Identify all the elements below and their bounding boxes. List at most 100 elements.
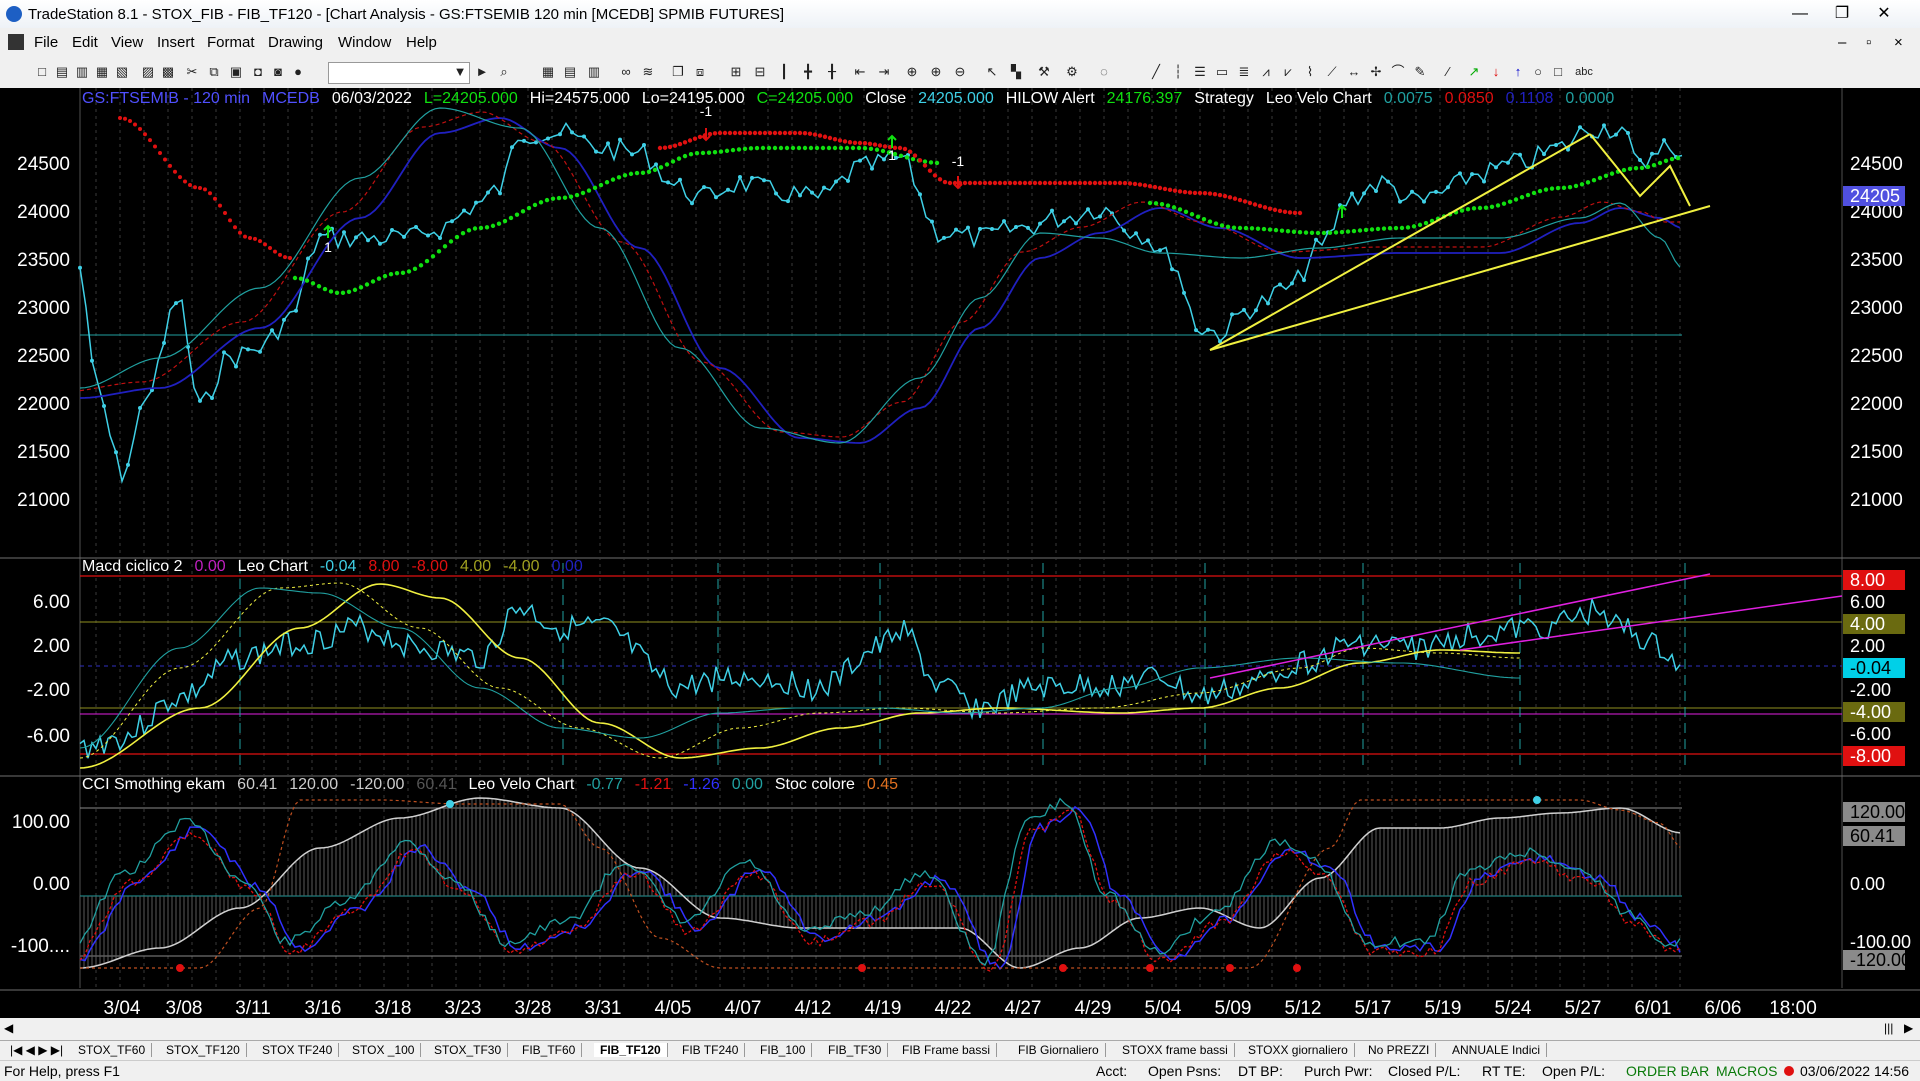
- tab-no-prezzi[interactable]: No PREZZI: [1362, 1043, 1437, 1057]
- bar-chart-icon[interactable]: ▦: [541, 64, 555, 79]
- window-tile-icon[interactable]: ⧈: [695, 64, 705, 79]
- wrench-icon[interactable]: ⚒: [1038, 64, 1050, 79]
- menu-format[interactable]: Format: [207, 34, 255, 51]
- arc-icon[interactable]: ⌒: [1391, 64, 1405, 79]
- menu-view[interactable]: View: [111, 34, 144, 51]
- vline-icon[interactable]: ┆: [1174, 64, 1182, 79]
- chart-tools-icon[interactable]: ●: [294, 64, 302, 79]
- paste-icon[interactable]: ▣: [229, 64, 243, 79]
- zoom-out-icon[interactable]: ⊖: [954, 64, 966, 79]
- candles-icon[interactable]: ┃: [780, 64, 788, 79]
- tab-fib-tf120[interactable]: FIB_TF120: [594, 1043, 668, 1057]
- mdi-restore-button[interactable]: ▫: [1866, 34, 1872, 51]
- window-cascade-icon[interactable]: ❐: [672, 64, 684, 79]
- data-window-icon[interactable]: ▚: [1011, 64, 1021, 79]
- pointer-icon[interactable]: ↖: [986, 64, 998, 79]
- menu-drawing[interactable]: Drawing: [268, 34, 324, 51]
- lookup-icon[interactable]: ⌕: [500, 64, 508, 79]
- order-bar-button[interactable]: ORDER BAR: [1626, 1063, 1710, 1079]
- matrix-icon[interactable]: ▥: [587, 64, 601, 79]
- tab-fib-frame-bassi[interactable]: FIB Frame bassi: [896, 1043, 998, 1057]
- mdi-minimize-button[interactable]: –: [1838, 34, 1847, 51]
- tab-nav-icon[interactable]: |◀ ◀ ▶ ▶|: [10, 1043, 64, 1057]
- freehand-icon[interactable]: ⁄: [1446, 64, 1450, 79]
- rectangle-icon[interactable]: □: [1554, 64, 1562, 79]
- print-preview-icon[interactable]: ▩: [161, 64, 175, 79]
- tab-stox-tf30[interactable]: STOX_TF30: [428, 1043, 509, 1057]
- tab-stoxx-frame-bassi[interactable]: STOXX frame bassi: [1116, 1043, 1235, 1057]
- more-bars-icon[interactable]: ⊕: [906, 64, 918, 79]
- trendline-drawings[interactable]: [1209, 133, 1843, 679]
- analysis-icon[interactable]: ⚙: [1066, 64, 1078, 79]
- cut-icon[interactable]: ✂: [186, 64, 198, 79]
- grid-icon[interactable]: ⊞: [730, 64, 742, 79]
- fib-icon[interactable]: ≣: [1238, 64, 1250, 79]
- chart-svg[interactable]: -1 1 -1 1 24500 24000 23500 23000 22500 220…: [0, 88, 1920, 1019]
- quote-icon[interactable]: ⊟: [754, 64, 766, 79]
- tab-fib-100[interactable]: FIB_100: [754, 1043, 813, 1057]
- regression-icon[interactable]: ⟋: [1327, 64, 1337, 79]
- grey-tool-icon[interactable]: ◌: [1100, 64, 1108, 79]
- scroll-left-icon[interactable]: ◀: [4, 1021, 14, 1035]
- horizontal-scrollbar[interactable]: ◀ ||| ▶: [0, 1018, 1920, 1040]
- tick-icon[interactable]: ╂: [828, 64, 836, 79]
- tab-stoxx-giornaliero[interactable]: STOXX giornaliero: [1242, 1043, 1355, 1057]
- gann-icon[interactable]: ⩗: [1284, 64, 1292, 79]
- menu-file[interactable]: File: [34, 34, 59, 51]
- scroll-handle[interactable]: |||: [1884, 1021, 1894, 1035]
- open-icon[interactable]: ▤: [55, 64, 69, 79]
- save-icon[interactable]: ▥: [75, 64, 89, 79]
- tab-annuale-indici[interactable]: ANNUALE Indici: [1446, 1043, 1548, 1057]
- new-icon[interactable]: □: [38, 64, 46, 79]
- tab-stox-100[interactable]: STOX _100: [346, 1043, 422, 1057]
- menu-insert[interactable]: Insert: [157, 34, 195, 51]
- link-icon[interactable]: ∞: [621, 64, 631, 79]
- radar-icon[interactable]: ▤: [563, 64, 577, 79]
- cross-icon[interactable]: ✢: [1370, 64, 1382, 79]
- folder-icon[interactable]: ▧: [115, 64, 129, 79]
- hbar-icon[interactable]: ╋: [804, 64, 812, 79]
- tab-stox-tf240[interactable]: STOX TF240: [256, 1043, 340, 1057]
- print-icon[interactable]: ▨: [141, 64, 155, 79]
- menu-help[interactable]: Help: [406, 34, 437, 51]
- close-button[interactable]: ✕: [1877, 5, 1891, 22]
- arrow-up-green-icon[interactable]: ↗: [1468, 64, 1480, 79]
- hline-icon[interactable]: ☰: [1194, 64, 1206, 79]
- chart-icon[interactable]: [8, 34, 24, 50]
- arrow-both-icon[interactable]: ↔: [1347, 64, 1361, 79]
- copy-icon[interactable]: ⧉: [209, 64, 219, 79]
- macros-button[interactable]: MACROS: [1716, 1063, 1778, 1079]
- mdi-close-button[interactable]: ×: [1894, 34, 1903, 51]
- speedline-icon[interactable]: ⩘: [1262, 64, 1270, 79]
- workspace-icon[interactable]: ▦: [95, 64, 109, 79]
- restore-button[interactable]: ❐: [1834, 5, 1850, 22]
- retrace-icon[interactable]: ⌇: [1306, 64, 1314, 79]
- zoom-in-icon[interactable]: ⊕: [930, 64, 942, 79]
- shift-left-icon[interactable]: ⇤: [854, 64, 866, 79]
- pencil-icon[interactable]: ✎: [1414, 64, 1426, 79]
- scanner-icon[interactable]: ≋: [642, 64, 654, 79]
- chevron-down-icon[interactable]: ▼: [453, 64, 467, 79]
- tab-fib-giornaliero[interactable]: FIB Giornaliero: [1012, 1043, 1106, 1057]
- shift-right-icon[interactable]: ⇥: [878, 64, 890, 79]
- minimize-button[interactable]: —: [1792, 5, 1808, 22]
- tab-fib-tf240[interactable]: FIB TF240: [676, 1043, 746, 1057]
- tab-fib-tf60[interactable]: FIB_TF60: [516, 1043, 583, 1057]
- ellipse-icon[interactable]: ○: [1534, 64, 1542, 79]
- text-tool-icon[interactable]: abc: [1575, 66, 1593, 78]
- indicator-icon[interactable]: ◙: [274, 64, 282, 79]
- play-icon[interactable]: ►: [475, 64, 489, 79]
- arrow-up-blue-icon[interactable]: ↑: [1514, 64, 1522, 79]
- symbol-combobox[interactable]: [328, 62, 470, 84]
- lock-icon[interactable]: ◘: [254, 64, 262, 79]
- arrow-down-red-icon[interactable]: ↓: [1492, 64, 1500, 79]
- menu-edit[interactable]: Edit: [72, 34, 98, 51]
- tab-fib-tf30[interactable]: FIB_TF30: [822, 1043, 889, 1057]
- chart-area[interactable]: -1 1 -1 1 24500 24000 23500 23000 22500 220…: [0, 88, 1920, 1019]
- tab-stox-tf60[interactable]: STOX_TF60: [72, 1043, 153, 1057]
- channel-icon[interactable]: ▭: [1215, 64, 1229, 79]
- menu-window[interactable]: Window: [338, 34, 392, 51]
- tab-stox-tf120[interactable]: STOX_TF120: [160, 1043, 247, 1057]
- trendline-icon[interactable]: ╱: [1152, 64, 1160, 79]
- scroll-right-icon[interactable]: ▶: [1904, 1021, 1914, 1035]
